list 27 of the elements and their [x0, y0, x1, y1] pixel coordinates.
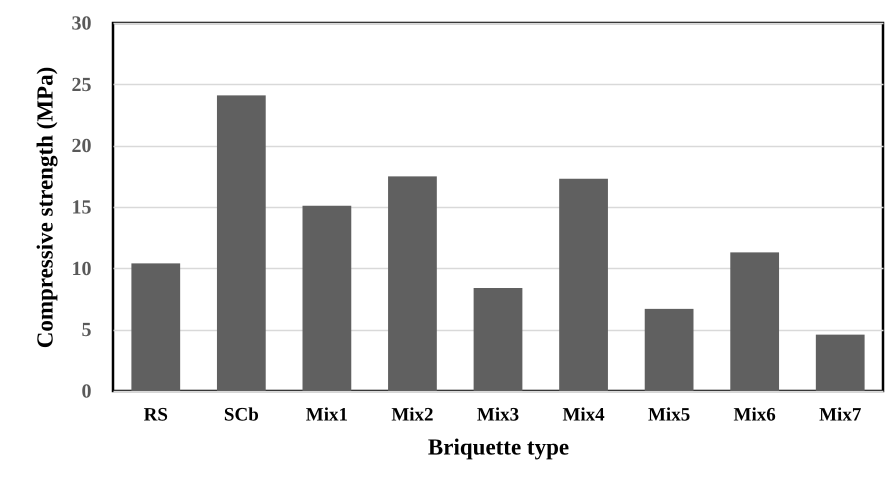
bar	[816, 334, 865, 391]
x-axis-title: Briquette type	[428, 434, 570, 460]
bar	[644, 308, 694, 391]
bar	[302, 206, 352, 391]
y-tick-label: 25	[72, 74, 92, 96]
x-tick-label: Mix2	[391, 404, 434, 426]
x-tick-label: Mix7	[819, 404, 862, 426]
bar	[474, 288, 522, 391]
bar	[388, 176, 437, 391]
x-tick-label: Mix1	[306, 404, 348, 426]
bar	[131, 263, 180, 391]
y-axis-title: Compressive strength (MPa)	[32, 66, 58, 348]
x-tick-label: Mix6	[734, 404, 776, 426]
bar	[730, 252, 780, 391]
bar	[216, 95, 266, 391]
y-tick-label: 20	[72, 135, 92, 158]
x-tick-label: Mix4	[562, 404, 606, 426]
x-tick-label: Mix3	[476, 404, 520, 426]
x-tick-label: RS	[144, 404, 168, 426]
y-tick-label: 5	[82, 319, 92, 342]
y-tick-label: 15	[72, 196, 92, 218]
y-tick-label: 10	[72, 258, 92, 280]
x-tick-label: Mix5	[648, 404, 690, 426]
bar	[559, 178, 608, 391]
y-tick-label: 30	[72, 12, 92, 34]
x-tick-label: SCb	[224, 404, 259, 426]
y-tick-label: 0	[82, 380, 92, 402]
